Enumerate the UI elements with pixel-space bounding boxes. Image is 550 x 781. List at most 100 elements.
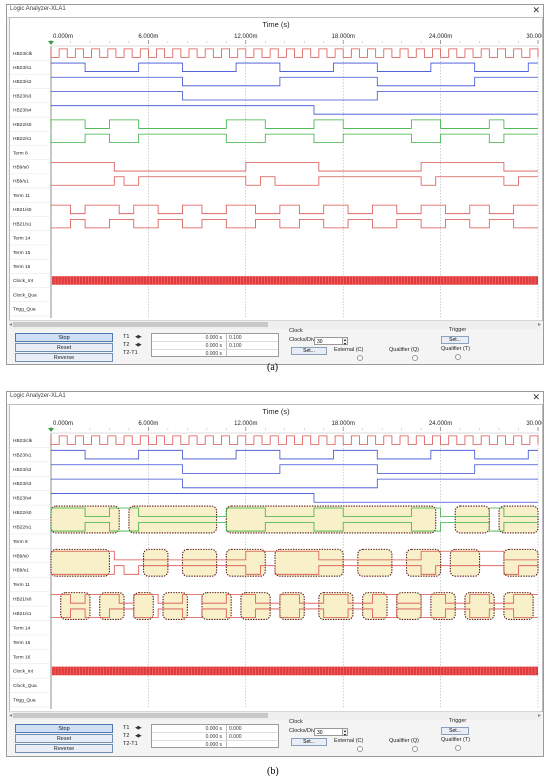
external-radio[interactable]: [357, 746, 363, 752]
channel-label: HB23/s1: [13, 65, 32, 71]
highlight-region: [362, 592, 388, 621]
t1-time-value: 0.000 s: [205, 726, 222, 732]
scroll-left-icon[interactable]: ◂: [9, 713, 13, 719]
qualifier-q-radio[interactable]: [412, 355, 418, 361]
clocks-div-input[interactable]: 30: [314, 728, 344, 736]
waveform-hb22-s0: [50, 507, 538, 518]
window-title: Logic Analyzer-XLA1: [10, 393, 66, 399]
waveform-hb23-s1: [51, 62, 538, 72]
channel-label: Term 14: [13, 625, 31, 631]
scroll-left-icon[interactable]: ◂: [9, 322, 13, 328]
trigger-set-button[interactable]: Set...: [441, 336, 469, 344]
scroll-thumb[interactable]: [13, 713, 268, 718]
highlight-region: [133, 592, 154, 621]
channel-label: HB22/s1: [13, 136, 32, 142]
t2-label: T2: [123, 342, 130, 348]
highlight-region: [142, 548, 169, 577]
channel-label: HB22/s0: [13, 122, 32, 128]
external-radio[interactable]: [357, 355, 363, 361]
clock-label: Clock: [289, 328, 303, 334]
reverse-button[interactable]: Reverse: [15, 353, 113, 362]
channel-label: HB23/s2: [13, 467, 32, 473]
trigger-set-button[interactable]: Set...: [441, 727, 469, 735]
qualifier-t-radio[interactable]: [455, 354, 461, 360]
clocks-div-stepper[interactable]: ▴ ▾: [342, 728, 348, 737]
stop-button[interactable]: Stop: [15, 724, 113, 733]
t2-logic-value: 0.100: [229, 343, 242, 349]
highlight-region: [503, 592, 534, 621]
t1-label: T1: [123, 725, 130, 731]
trigger-marker-icon: [48, 428, 54, 432]
channel-label: HB9/s0: [13, 164, 29, 170]
highlight-region: [318, 592, 354, 621]
waveform-hb23-s2: [51, 464, 538, 474]
scroll-right-icon[interactable]: ▸: [537, 322, 541, 328]
clocks-div-input[interactable]: 30: [314, 337, 344, 345]
reverse-button[interactable]: Reverse: [15, 744, 113, 753]
highlight-region: [60, 592, 91, 621]
waveform-hb21-s1: [51, 608, 538, 618]
waveform-hb23-s4: [51, 105, 538, 115]
channel-label: Trigg_Qua: [13, 698, 36, 704]
highlight-region: [240, 592, 271, 621]
controls-panel: Stop Reset Reverse T1 ◀▶ T2 ◀▶ T2-T1 0.0…: [9, 327, 541, 365]
waveform-hb23-clk: [50, 48, 539, 58]
window-title: Logic Analyzer-XLA1: [10, 6, 66, 12]
reset-button[interactable]: Reset: [15, 734, 113, 743]
highlight-region: [396, 592, 422, 621]
waveform-hb9-s1: [51, 565, 538, 575]
horizontal-scrollbar[interactable]: ◂ ▸: [9, 320, 541, 329]
logic-analyzer-window-b: Logic Analyzer-XLA1 ✕ Time (s) 0.000m 6.00…: [6, 391, 544, 757]
highlight-region: [128, 505, 218, 534]
clocks-div-label: Clocks/Div: [289, 337, 315, 343]
waveform-hb9-s0: [51, 550, 538, 561]
qualifier-t-radio[interactable]: [455, 745, 461, 751]
channel-label: HB22/s1: [13, 524, 32, 530]
t2-label: T2: [123, 733, 130, 739]
channel-label: HB21/s0: [13, 207, 32, 213]
channel-label: HB23/s4: [13, 108, 32, 114]
t2-time-value: 0.000 s: [205, 343, 222, 349]
stop-button[interactable]: Stop: [15, 333, 113, 342]
t2t1-time-value: 0.000 s: [205, 742, 222, 748]
t2-cursor-arrows-icon[interactable]: ◀▶: [135, 733, 142, 739]
highlight-region: [225, 548, 266, 577]
clock-set-button[interactable]: Set...: [291, 738, 327, 746]
waveform-hb22-s1: [50, 522, 538, 532]
scroll-thumb[interactable]: [13, 322, 268, 327]
axis-tick-label: 24.000m: [429, 34, 452, 40]
clocks-div-stepper[interactable]: ▴ ▾: [342, 337, 348, 346]
axis-tick-label: 0.000m: [53, 421, 73, 427]
t2-cursor-arrows-icon[interactable]: ◀▶: [135, 342, 142, 348]
waveform-hb23-clk: [50, 435, 539, 445]
t1-cursor-arrows-icon[interactable]: ◀▶: [135, 334, 142, 340]
channel-label: HB21/s0: [13, 597, 32, 603]
horizontal-scrollbar[interactable]: ◂ ▸: [9, 711, 541, 720]
highlight-region: [464, 592, 495, 621]
axis-tick-label: 30.000m: [526, 34, 542, 40]
t1-time-value: 0.000 s: [205, 335, 222, 341]
qualifier-q-radio[interactable]: [412, 746, 418, 752]
channel-label: HB9/s0: [13, 553, 29, 559]
close-icon[interactable]: ✕: [532, 392, 540, 402]
reset-button[interactable]: Reset: [15, 343, 113, 352]
waveform-hb9-s1: [51, 176, 538, 186]
channel-label: Trigg_Qua: [13, 307, 36, 313]
channel-label: Term 14: [13, 236, 31, 242]
t1-cursor-arrows-icon[interactable]: ◀▶: [135, 725, 142, 731]
waveform-hb9-s0: [51, 162, 538, 172]
waveform-plot: Time (s) 0.000m 6.000m 12.000m 18.000m 24.000…: [9, 17, 543, 321]
t2t1-label: T2-T1: [123, 350, 138, 356]
channel-label: Clock_Int: [13, 669, 34, 675]
highlight-region: [405, 548, 442, 577]
highlight-region: [503, 548, 539, 577]
waveform-canvas: Time (s) 0.000m 6.000m 12.000m 18.000m 24.000…: [10, 20, 542, 318]
axis-tick-label: 30.000m: [526, 421, 542, 427]
channel-label: Clock_Qua: [13, 292, 37, 298]
clock-set-button[interactable]: Set...: [291, 347, 327, 355]
waveform-hb21-s1: [51, 218, 538, 229]
scroll-right-icon[interactable]: ▸: [537, 713, 541, 719]
close-icon[interactable]: ✕: [532, 5, 540, 15]
waveform-hb23-s3: [51, 91, 538, 101]
channel-label: Term 11: [13, 582, 30, 588]
